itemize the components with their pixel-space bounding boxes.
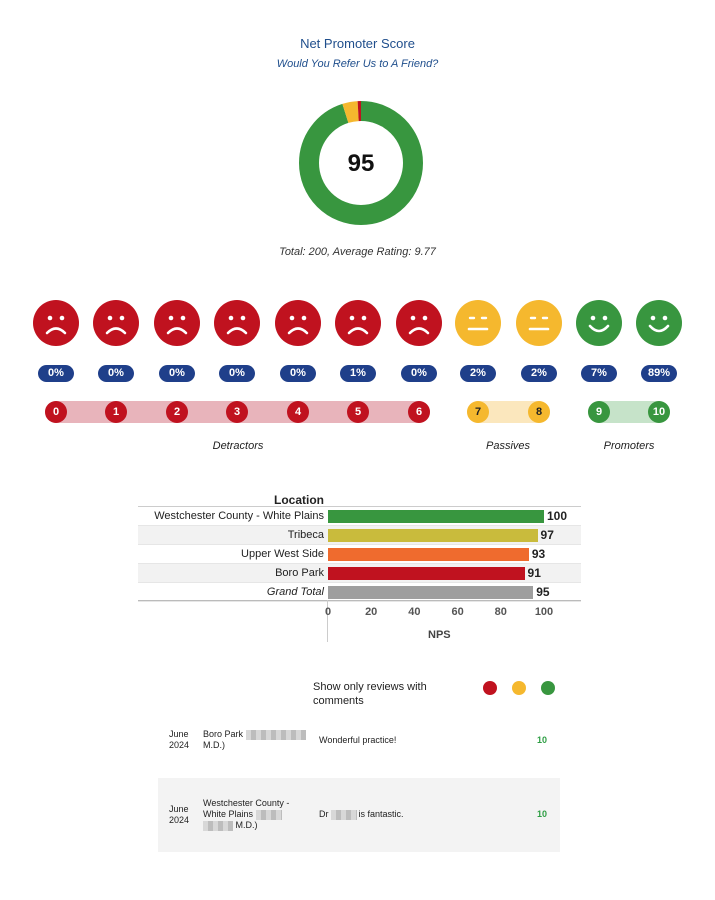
x-tick-label: 0 [324,606,332,618]
redacted-name [255,809,282,820]
location-bar [328,529,538,542]
review-year: 2024 [169,815,190,825]
review-location-line: Westchester County - [203,798,290,808]
x-axis-label: NPS [428,629,451,641]
x-tick-label: 100 [534,606,554,618]
location-label: Westchester County - White Plains [154,510,324,522]
location-bar-value: 93 [531,547,546,561]
filter-passives-dot[interactable] [512,681,526,695]
location-label: Grand Total [266,586,324,598]
rating-percent-badge: 0% [38,365,74,382]
location-label: Boro Park [275,567,324,579]
rating-percent-badge: 0% [219,365,255,382]
review-score: 10 [537,735,548,745]
sad-face-icon [33,300,79,346]
rating-percent-badge: 0% [280,365,316,382]
rating-percent-badge: 89% [641,365,677,382]
redacted-name [203,820,233,831]
nps-donut-chart [299,101,423,225]
page-title: Net Promoter Score [300,36,415,51]
rating-score-2[interactable]: 2 [166,401,188,423]
axis-baseline [138,600,581,601]
show-comments-filter-label[interactable]: Show only reviews with comments [313,681,427,707]
rating-score-6[interactable]: 6 [408,401,430,423]
location-chart-title: Location [274,493,324,507]
axis-divider [327,600,328,642]
location-bar [328,567,525,580]
group-label-passives: Passives [485,440,531,452]
review-year: 2024 [169,740,190,750]
page-subtitle: Would You Refer Us to A Friend? [276,58,439,70]
location-bar-value: 91 [527,566,541,580]
location-label: Tribeca [287,529,324,541]
sad-face-icon [275,300,321,346]
rating-percent-badge: 0% [98,365,134,382]
sad-face-icon [335,300,381,346]
sad-face-icon [154,300,200,346]
x-tick-label: 40 [408,606,421,618]
review-date: June 2024 [169,804,189,826]
total-average-text: Total: 200, Average Rating: 9.77 [279,246,436,258]
location-label: Upper West Side [241,548,324,560]
review-comment: Dr is fantastic. [319,809,404,820]
neutral-face-icon [455,300,501,346]
review-month: June [169,729,189,739]
review-comment-text: Dr [319,809,329,819]
rating-score-0[interactable]: 0 [45,401,67,423]
review-location-line: White Plains [203,809,254,819]
sad-face-icon [396,300,442,346]
rating-percent-badge: 0% [401,365,437,382]
rating-score-1[interactable]: 1 [105,401,127,423]
x-tick-label: 60 [451,606,464,618]
review-comment: Wonderful practice! [319,735,397,745]
group-label-detractors: Detractors [212,440,264,452]
location-bar-value: 97 [540,528,554,542]
happy-face-icon [576,300,622,346]
review-score: 10 [537,809,548,819]
x-tick-label: 20 [365,606,378,618]
sad-face-icon [93,300,139,346]
review-date: June 2024 [169,729,189,751]
rating-score-4[interactable]: 4 [287,401,309,423]
rating-percent-badge: 0% [159,365,195,382]
review-row[interactable]: June 2024 Westchester County - White Pla… [158,778,560,852]
review-location: Westchester County - White Plains M.D.) [203,798,313,831]
rating-score-9[interactable]: 9 [588,401,610,423]
review-location-line: M.D.) [235,820,258,830]
location-bar [328,510,544,523]
review-comment-text: is fantastic. [358,809,404,819]
x-tick-label: 80 [494,606,507,618]
group-label-promoters: Promoters [603,440,655,452]
neutral-face-icon [516,300,562,346]
rating-score-3[interactable]: 3 [226,401,248,423]
rating-score-10[interactable]: 10 [648,401,670,423]
donut-segment-detractors [299,101,423,225]
sad-face-icon [214,300,260,346]
review-location: Boro Park M.D.) [203,729,313,751]
rating-score-5[interactable]: 5 [347,401,369,423]
nps-score-value: 95 [347,150,375,177]
rating-score-8[interactable]: 8 [528,401,550,423]
location-bar [328,548,529,561]
rating-percent-badge: 2% [460,365,496,382]
filter-promoters-dot[interactable] [541,681,555,695]
table-top-border [138,506,581,507]
rating-percent-badge: 1% [340,365,376,382]
rating-percent-badge: 7% [581,365,617,382]
happy-face-icon [636,300,682,346]
filter-detractors-dot[interactable] [483,681,497,695]
location-bar [328,586,534,599]
review-location-line: M.D.) [203,740,225,750]
review-location-line: Boro Park [203,729,244,739]
rating-score-7[interactable]: 7 [467,401,489,423]
rating-percent-badge: 2% [521,365,557,382]
location-bar-value: 100 [547,509,568,523]
location-bar-value: 95 [536,585,550,599]
redacted-name [330,809,357,820]
review-month: June [169,804,189,814]
redacted-name [245,729,306,740]
review-row[interactable]: June 2024 Boro Park M.D.) Wonderful prac… [158,715,560,770]
